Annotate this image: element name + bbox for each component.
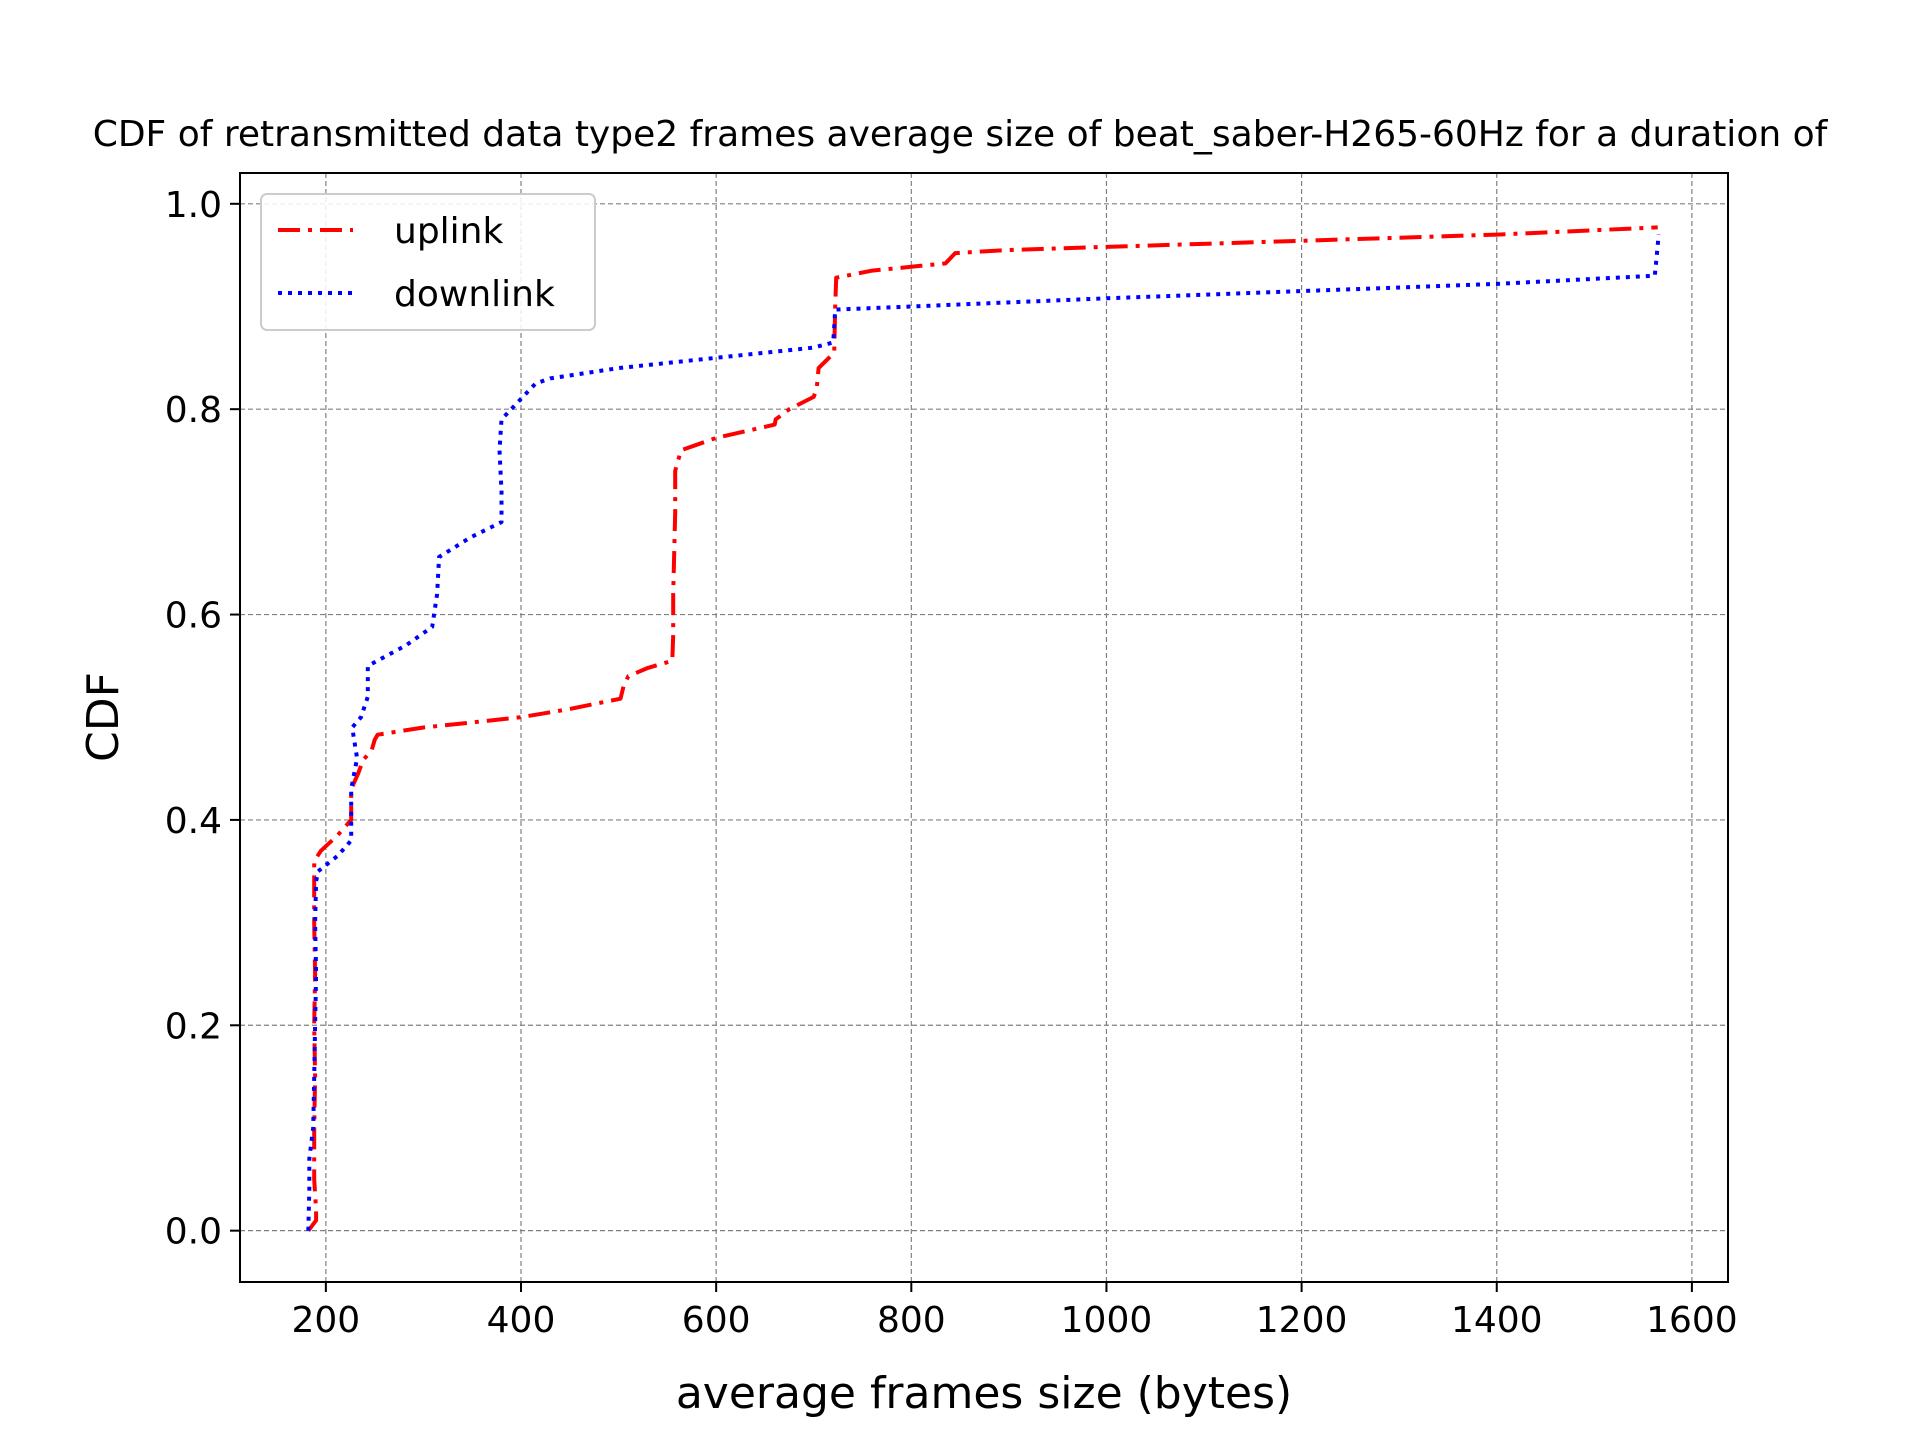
series-line-downlink xyxy=(306,234,1661,1231)
legend-box xyxy=(260,193,596,331)
chart-title: CDF of retransmitted data type2 frames a… xyxy=(93,114,1829,155)
x-tick-label: 1000 xyxy=(1061,1300,1153,1341)
y-tick-label: 0.2 xyxy=(165,1006,222,1047)
x-axis-label: average frames size (bytes) xyxy=(676,1368,1292,1419)
x-tick-label: 1200 xyxy=(1256,1300,1348,1341)
y-tick-label: 1.0 xyxy=(165,185,222,226)
axis-ticks: 200 400 600 800 1000 1200 1400 1600 0.0 0.2 0.4 0.6… xyxy=(165,185,1738,1341)
y-tick-label: 0.0 xyxy=(165,1212,222,1253)
y-tick-label: 0.8 xyxy=(165,390,222,431)
y-tick-label: 0.4 xyxy=(165,801,222,842)
x-tick-label: 600 xyxy=(682,1300,751,1341)
legend: uplink downlink xyxy=(260,193,596,331)
legend-label-downlink: downlink xyxy=(394,274,555,315)
legend-label-uplink: uplink xyxy=(394,211,503,252)
x-tick-label: 1600 xyxy=(1646,1300,1738,1341)
y-tick-label: 0.6 xyxy=(165,596,222,637)
plot-area-frame xyxy=(239,172,1729,1283)
y-axis-label: CDF xyxy=(78,672,129,762)
x-tick-label: 200 xyxy=(292,1300,361,1341)
x-tick-label: 800 xyxy=(877,1300,946,1341)
x-tick-label: 400 xyxy=(487,1300,556,1341)
x-tick-label: 1400 xyxy=(1451,1300,1543,1341)
plot-series xyxy=(306,225,1661,1232)
grid-lines xyxy=(240,173,1728,1282)
